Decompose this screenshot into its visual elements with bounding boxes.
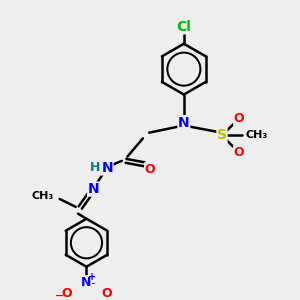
Text: N: N <box>81 276 92 289</box>
Text: +: + <box>88 272 96 282</box>
Text: O: O <box>101 287 112 300</box>
Text: −: − <box>55 291 64 300</box>
Text: O: O <box>61 287 72 300</box>
Text: N: N <box>178 116 190 130</box>
Text: O: O <box>234 146 244 159</box>
Text: O: O <box>145 163 155 176</box>
Text: CH₃: CH₃ <box>245 130 267 140</box>
Text: N: N <box>101 161 113 175</box>
Text: H: H <box>90 161 100 174</box>
Text: N: N <box>88 182 99 196</box>
Text: S: S <box>217 128 227 142</box>
Text: O: O <box>234 112 244 125</box>
Text: Cl: Cl <box>176 20 191 34</box>
Text: CH₃: CH₃ <box>32 191 54 201</box>
